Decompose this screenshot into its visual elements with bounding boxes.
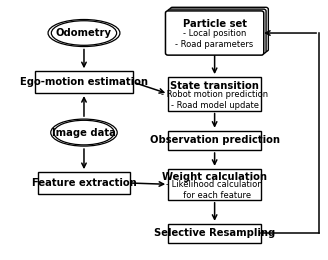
Text: Ego-motion estimation: Ego-motion estimation <box>20 77 148 87</box>
Text: Feature extraction: Feature extraction <box>31 178 136 188</box>
Text: Odometry: Odometry <box>56 28 112 38</box>
Text: - Robot motion prediction
- Road model update: - Robot motion prediction - Road model u… <box>161 90 268 110</box>
Ellipse shape <box>51 119 117 146</box>
Ellipse shape <box>48 20 120 47</box>
FancyBboxPatch shape <box>165 11 264 55</box>
Text: Weight calculation: Weight calculation <box>162 172 267 183</box>
Text: Image data: Image data <box>52 128 116 138</box>
FancyBboxPatch shape <box>168 77 261 110</box>
FancyBboxPatch shape <box>168 224 261 243</box>
Ellipse shape <box>51 21 117 45</box>
Text: Particle set: Particle set <box>183 19 247 29</box>
Text: Selective Resampling: Selective Resampling <box>154 229 275 238</box>
FancyBboxPatch shape <box>168 169 261 200</box>
FancyBboxPatch shape <box>35 71 133 93</box>
FancyBboxPatch shape <box>170 7 268 51</box>
FancyBboxPatch shape <box>168 131 261 150</box>
Ellipse shape <box>54 120 114 145</box>
FancyBboxPatch shape <box>168 9 266 53</box>
Text: State transition: State transition <box>170 81 259 92</box>
Text: - Local position
- Road parameters: - Local position - Road parameters <box>175 29 254 49</box>
Text: - Likelihood calculation
  for each feature: - Likelihood calculation for each featur… <box>166 180 263 200</box>
FancyBboxPatch shape <box>38 172 130 194</box>
Text: Observation prediction: Observation prediction <box>150 135 280 145</box>
